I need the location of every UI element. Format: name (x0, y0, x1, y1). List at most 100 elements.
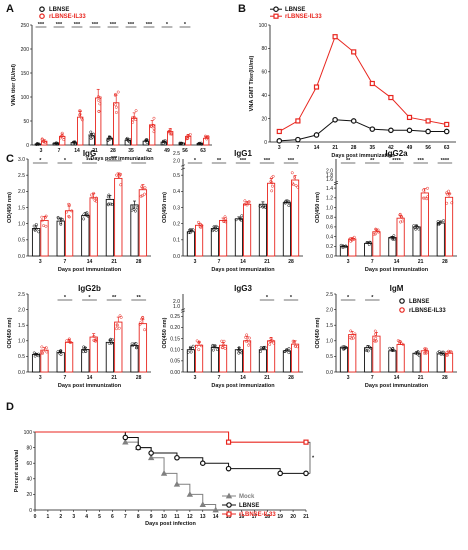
bar (203, 137, 210, 146)
data-point (446, 353, 449, 357)
data-point (40, 351, 44, 355)
y-tick-label: 0.5 (173, 173, 180, 179)
x-axis-label: Days post immunization (365, 383, 429, 389)
data-point (243, 199, 247, 203)
data-point (247, 340, 251, 344)
significance-label: ** (112, 295, 117, 301)
bar (138, 189, 148, 257)
data-point (426, 186, 429, 190)
data-point (89, 193, 93, 197)
data-point (426, 195, 430, 199)
bar (219, 219, 228, 257)
data-point (40, 215, 44, 219)
data-point (211, 348, 215, 352)
y-tick-label: 0.1 (173, 238, 180, 244)
x-tick-label: 3 (194, 259, 197, 265)
significance-label: * (184, 22, 187, 28)
data-point (293, 175, 296, 179)
data-point (59, 221, 63, 225)
significance-label: ** (137, 295, 142, 301)
significance-label: ** (370, 158, 375, 164)
legend-label: LBNSE (285, 7, 305, 13)
y-tick-label: 2.0 (326, 307, 333, 313)
x-tick-label: 21 (92, 148, 98, 154)
x-tick-label: 21 (111, 375, 117, 381)
data-point (152, 116, 156, 120)
panel-igg1: IgG1 0.0 0.1 0.2 0.3 0.4 0.5 2.02.5 OD(450 nm) Da… (162, 149, 303, 273)
y-tick-label: 2.0 (326, 168, 333, 174)
data-point (447, 189, 451, 193)
x-tick-label: 9 (150, 514, 153, 520)
data-point (67, 214, 71, 218)
data-point (114, 92, 117, 96)
panel-label: C (6, 153, 14, 165)
bar (64, 341, 74, 373)
data-point (422, 351, 426, 355)
data-point (98, 95, 102, 99)
data-point (197, 142, 201, 146)
significance-label: *** (111, 156, 118, 162)
data-point (186, 491, 194, 497)
y-tick-label: 0.2 (173, 221, 180, 227)
data-point (212, 225, 216, 229)
x-tick-label: 56 (425, 145, 431, 151)
data-point (34, 223, 38, 226)
x-tick-label: 4 (85, 514, 88, 520)
y-tick-label: 100 (259, 23, 268, 29)
data-point (396, 339, 400, 343)
y-tick-label: 0.5 (18, 238, 25, 244)
data-point (144, 138, 148, 142)
x-tick-label: 35 (128, 148, 134, 154)
data-point (33, 227, 36, 231)
legend-label: LBNSE (239, 503, 259, 509)
x-tick-label: 7 (64, 375, 67, 381)
data-point (442, 350, 445, 354)
significance-label: *** (417, 158, 424, 164)
significance-label: * (290, 295, 293, 301)
significance-label: * (138, 158, 141, 164)
y-axis-label: OD(450 nm) (7, 192, 13, 223)
y-tick-label: 0.2 (326, 244, 333, 250)
y-tick-label: 100 (21, 95, 30, 101)
data-point (89, 137, 93, 141)
data-point (373, 232, 377, 236)
panel-igg: C IgG 0.0 0.5 1.0 1.5 2.0 2.5 3.0 OD(450 nm) Days … (6, 149, 151, 273)
data-point (391, 347, 394, 351)
bar (131, 117, 138, 146)
data-point (287, 347, 291, 350)
data-point (170, 132, 174, 136)
data-point (313, 132, 320, 138)
x-tick-label: 5 (98, 514, 101, 520)
y-tick-label: 0.5 (18, 354, 25, 360)
data-point (32, 351, 36, 355)
data-point (351, 49, 357, 55)
x-tick-label: 2 (59, 514, 62, 520)
bar (31, 228, 41, 257)
x-tick-label: 17 (252, 514, 258, 520)
bar (412, 352, 421, 373)
data-point (62, 136, 66, 140)
data-point (59, 349, 63, 352)
x-tick-label: 21 (332, 145, 338, 151)
x-tick-label: 14 (87, 259, 93, 265)
data-point (376, 230, 380, 234)
data-point (117, 174, 121, 178)
x-tick-label: 21 (111, 259, 117, 265)
bar (210, 228, 219, 257)
bar (138, 323, 148, 373)
y-axis-label: OD(450 nm) (162, 192, 168, 223)
y-tick-label: 1.5 (326, 323, 333, 329)
x-tick-label: 14 (213, 514, 219, 520)
data-point (60, 217, 64, 221)
x-tick-label: 63 (200, 148, 206, 154)
data-point (366, 349, 370, 353)
x-tick-label: 11 (174, 514, 180, 520)
data-point (127, 139, 131, 143)
data-point (114, 111, 118, 114)
y-tick-label: 1.6 (326, 177, 333, 183)
data-point (132, 204, 136, 208)
data-point (248, 336, 251, 340)
y-tick-label: 1.4 (326, 186, 333, 192)
